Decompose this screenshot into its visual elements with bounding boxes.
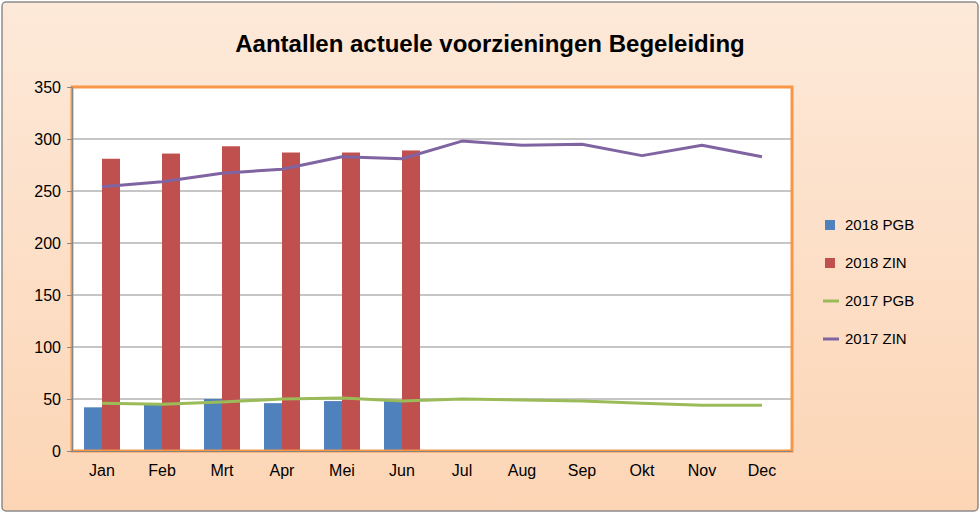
y-tick-mark — [67, 87, 72, 88]
y-tick-mark — [67, 139, 72, 140]
x-tick-label: Mrt — [210, 462, 234, 479]
legend-label: 2017 ZIN — [845, 330, 907, 347]
x-tick: Feb — [148, 462, 176, 479]
title: Aantallen actuele voorzieningen Begeleid… — [235, 30, 744, 57]
y-tick: 100 — [34, 339, 72, 356]
legend: 2018 PGB 2018 ZIN 2017 PGB 2017 ZIN — [823, 216, 914, 347]
y-tick-mark — [67, 295, 72, 296]
x-tick: Nov — [688, 462, 716, 479]
x-tick-label: Jan — [89, 462, 115, 479]
grid — [72, 87, 792, 451]
bar — [204, 399, 222, 451]
y-tick-label: 150 — [34, 287, 61, 304]
x-axis-line — [73, 451, 793, 452]
y-tick: 50 — [43, 391, 72, 408]
y-tick: 150 — [34, 287, 72, 304]
bar — [264, 403, 282, 451]
legend-swatch — [825, 220, 835, 230]
x-tick-label: Jun — [389, 462, 415, 479]
y-tick-mark — [67, 191, 72, 192]
bar — [342, 153, 360, 451]
x-tick-label: Nov — [688, 462, 716, 479]
y-tick: 0 — [52, 443, 72, 460]
y-tick-mark — [67, 399, 72, 400]
y-tick: 350 — [34, 79, 72, 96]
legend-label: 2017 PGB — [845, 292, 914, 309]
y-tick-label: 50 — [43, 391, 61, 408]
x-tick: Aug — [508, 462, 536, 479]
x-tick-label: Sep — [568, 462, 597, 479]
x-tick-label: Jul — [452, 462, 472, 479]
x-tick: Okt — [630, 462, 655, 479]
y-tick-label: 300 — [34, 131, 61, 148]
legend-swatch — [825, 258, 835, 268]
x-tick-label: Apr — [270, 462, 296, 479]
bar — [222, 146, 240, 451]
background — [2, 2, 978, 511]
bar — [84, 407, 102, 451]
y-tick-label: 0 — [52, 443, 61, 460]
x-tick-label: Feb — [148, 462, 176, 479]
x-tick-label: Mei — [329, 462, 355, 479]
y-axis: 0 50 100 150 200 250 300 350 — [34, 79, 72, 460]
legend-label: 2018 PGB — [845, 216, 914, 233]
x-tick: Apr — [270, 462, 296, 479]
x-axis: Jan Feb Mrt Apr Mei Jun Jul Aug Sep Okt Nov Dec — [73, 452, 793, 480]
plot-frame — [72, 87, 792, 451]
y-tick-mark — [67, 243, 72, 244]
bar — [162, 154, 180, 451]
bar — [282, 153, 300, 451]
y-axis-line — [67, 88, 73, 452]
y-tick-label: 250 — [34, 183, 61, 200]
bar — [102, 159, 120, 451]
legend-swatch — [823, 338, 839, 341]
x-tick: Jun — [389, 462, 415, 479]
chart: Aantallen actuele voorzieningen Begeleid… — [0, 0, 980, 513]
y-tick: 250 — [34, 183, 72, 200]
x-tick-label: Okt — [630, 462, 655, 479]
line — [102, 141, 762, 187]
y-tick-label: 200 — [34, 235, 61, 252]
marks — [84, 141, 762, 451]
y-tick-label: 350 — [34, 79, 61, 96]
bar — [324, 401, 342, 451]
legend-swatch — [823, 300, 839, 303]
x-tick-label: Dec — [748, 462, 776, 479]
y-tick: 200 — [34, 235, 72, 252]
line — [102, 398, 762, 405]
x-tick: Mrt — [210, 462, 234, 479]
y-tick-label: 100 — [34, 339, 61, 356]
y-tick-mark — [67, 451, 72, 452]
bar — [402, 150, 420, 451]
x-tick-label: Aug — [508, 462, 536, 479]
bar — [144, 403, 162, 451]
x-tick: Sep — [568, 462, 597, 479]
y-tick: 300 — [34, 131, 72, 148]
y-tick-mark — [67, 347, 72, 348]
x-tick: Dec — [748, 462, 776, 479]
x-tick: Jul — [452, 462, 472, 479]
legend-label: 2018 ZIN — [845, 254, 907, 271]
x-tick: Mei — [329, 462, 355, 479]
grid-line — [72, 139, 792, 140]
plot-area — [72, 87, 792, 451]
x-tick: Jan — [89, 462, 115, 479]
bar — [384, 401, 402, 451]
